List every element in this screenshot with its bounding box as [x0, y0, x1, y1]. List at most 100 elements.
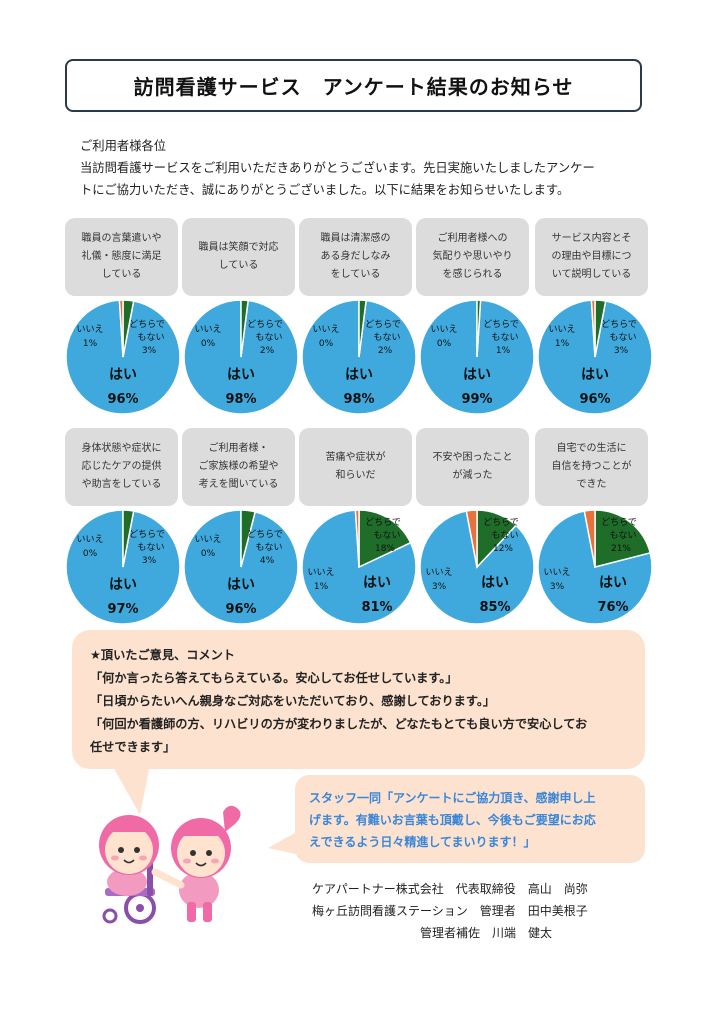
neutral-label: どちらで	[365, 319, 401, 330]
yes-label: はい	[581, 367, 609, 383]
no-value: 0%	[83, 549, 98, 559]
neutral-value: 1%	[496, 346, 511, 356]
intro-line-1: 当訪問看護サービスをご利用いただきありがとうございます。先日実施いたしましたアン…	[80, 161, 595, 175]
neutral-value: 3%	[614, 346, 629, 356]
intro-salutation: ご利用者様各位	[80, 139, 167, 153]
yes-value: 81%	[361, 600, 392, 615]
yes-label: はい	[363, 575, 391, 591]
no-value: 1%	[314, 582, 329, 592]
question-text-2: 職員は笑顔で対応 している	[198, 242, 279, 271]
no-value: 0%	[201, 339, 216, 349]
neutral-value: 3%	[142, 346, 157, 356]
pie-slice-neutral	[358, 509, 412, 569]
neutral-label: どちらで	[129, 319, 165, 330]
question-box-7: ご利用者様・ ご家族様の希望や 考えを聞いている	[182, 428, 295, 506]
comment-item-4: 任せできます」	[90, 740, 176, 754]
neutral-value: 2%	[378, 346, 393, 356]
question-text-3: 職員は清潔感の ある身だしなみ をしている	[320, 233, 391, 280]
question-text-4: ご利用者様への 気配りや思いやり を感じられる	[432, 233, 513, 280]
question-box-8: 苦痛や症状が 和らいだ	[299, 428, 412, 506]
no-label: いいえ	[76, 534, 103, 545]
signature-line-2: 梅ヶ丘訪問看護ステーション 管理者 田中美根子	[312, 904, 588, 918]
question-text-9: 不安や困ったこと が減った	[432, 452, 513, 481]
staff-message-line-2: げます。有難いお言葉も頂戴し、今後もご要望にお応	[309, 813, 596, 827]
comment-item-2: 「日頃からたいへん親身なご対応をいただいており、感謝しております。」	[90, 694, 496, 708]
title-box: 訪問看護サービス アンケート結果のお知らせ	[65, 59, 642, 112]
no-value: 0%	[201, 549, 216, 559]
question-box-4: ご利用者様への 気配りや思いやり を感じられる	[416, 218, 529, 296]
page-title: 訪問看護サービス アンケート結果のお知らせ	[133, 75, 574, 99]
neutral-label: もない	[255, 332, 282, 343]
neutral-label: どちらで	[129, 529, 165, 540]
comments-bubble: ★頂いたご意見、コメント 「何か言ったら答えてもらえている。安心してお任せしてい…	[72, 630, 645, 769]
neutral-label: もない	[491, 332, 518, 343]
yes-value: 96%	[225, 602, 256, 617]
question-box-1: 職員の言葉遣いや 礼儀・態度に満足 している	[65, 218, 178, 296]
yes-label: はい	[345, 367, 373, 383]
no-label: いいえ	[194, 324, 221, 335]
no-label: いいえ	[307, 567, 334, 578]
pie-slice-no	[465, 509, 478, 568]
no-value: 0%	[437, 339, 452, 349]
neutral-value: 21%	[611, 544, 631, 554]
neutral-label: どちらで	[483, 319, 519, 330]
yes-value: 96%	[107, 392, 138, 407]
question-text-10: 自宅での生活に 自信を持つことが できた	[551, 443, 632, 490]
yes-label: はい	[109, 367, 137, 383]
no-value: 1%	[83, 339, 98, 349]
pie-slice-no	[118, 299, 124, 358]
no-label: いいえ	[312, 324, 339, 335]
no-label: いいえ	[194, 534, 221, 545]
yes-label: はい	[481, 575, 509, 591]
question-text-7: ご利用者様・ ご家族様の希望や 考えを聞いている	[198, 443, 279, 490]
question-text-6: 身体状態や症状に 応じたケアの提供 や助言をしている	[81, 443, 162, 490]
neutral-value: 18%	[375, 544, 395, 554]
no-label: いいえ	[76, 324, 103, 335]
yes-value: 98%	[343, 392, 374, 407]
question-box-6: 身体状態や症状に 応じたケアの提供 や助言をしている	[65, 428, 178, 506]
question-text-8: 苦痛や症状が 和らいだ	[325, 452, 386, 481]
neutral-label: もない	[255, 542, 282, 553]
neutral-value: 3%	[142, 556, 157, 566]
no-label: いいえ	[425, 567, 452, 578]
yes-value: 85%	[479, 600, 510, 615]
intro-line-2: トにご協力いただき、誠にありがとうございました。以下に結果をお知らせいたします。	[80, 183, 570, 197]
question-text-1: 職員の言葉遣いや 礼儀・態度に満足 している	[81, 233, 162, 280]
yes-label: はい	[599, 575, 627, 591]
yes-label: はい	[227, 367, 255, 383]
yes-value: 98%	[225, 392, 256, 407]
neutral-value: 12%	[493, 544, 513, 554]
neutral-label: もない	[373, 530, 400, 541]
no-value: 3%	[432, 582, 447, 592]
neutral-label: どちらで	[365, 517, 401, 528]
yes-value: 97%	[107, 602, 138, 617]
pie-slice-neutral	[240, 509, 257, 568]
comment-item-1: 「何か言ったら答えてもらえている。安心してお任せしています。」	[90, 671, 458, 685]
yes-label: はい	[463, 367, 491, 383]
pie-slice-neutral	[358, 299, 367, 358]
pie-slice-no	[354, 509, 360, 568]
pie-slice-no	[583, 509, 596, 568]
yes-value: 96%	[579, 392, 610, 407]
question-box-3: 職員は清潔感の ある身だしなみ をしている	[299, 218, 412, 296]
neutral-label: もない	[609, 332, 636, 343]
yes-value: 99%	[461, 392, 492, 407]
question-box-9: 不安や困ったこと が減った	[416, 428, 529, 506]
yes-label: はい	[227, 577, 255, 593]
signature-line-1: ケアパートナー株式会社 代表取締役 高山 尚弥	[312, 882, 588, 896]
signature-line-3: 管理者補佐 川端 健太	[312, 926, 553, 940]
no-label: いいえ	[430, 324, 457, 335]
question-box-10: 自宅での生活に 自信を持つことが できた	[535, 428, 648, 506]
yes-value: 76%	[597, 600, 628, 615]
pie-slice-no	[590, 299, 596, 358]
no-label: いいえ	[543, 567, 570, 578]
